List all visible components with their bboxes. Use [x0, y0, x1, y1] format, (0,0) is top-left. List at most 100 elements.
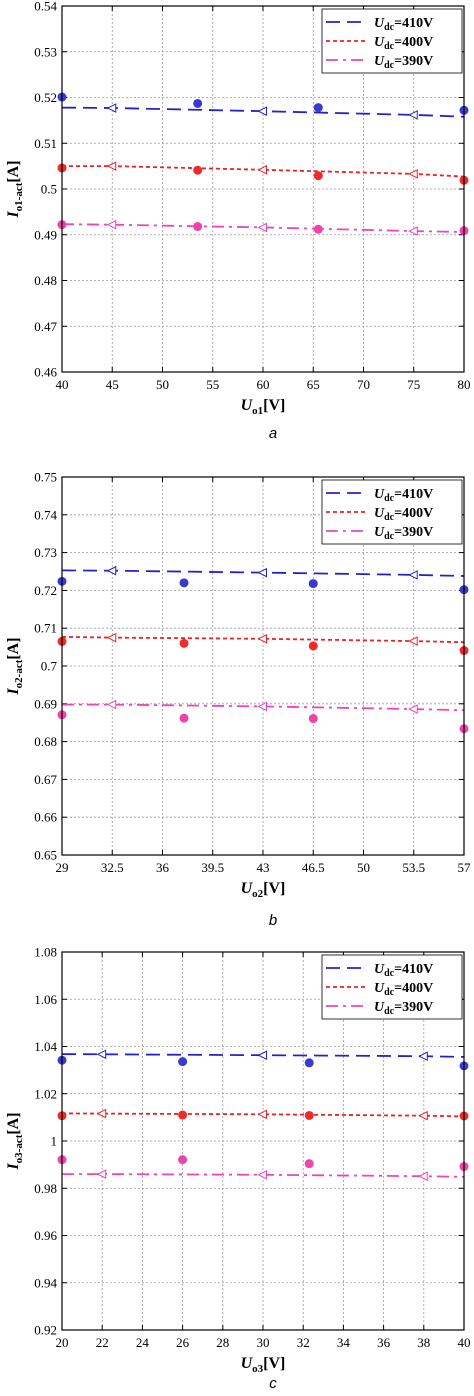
measured-point: [193, 98, 203, 108]
legend-label: Udc=400V: [374, 506, 433, 523]
y-tick-label: 0.65: [34, 848, 57, 863]
series-marker: [408, 169, 418, 179]
x-tick-label: 26: [176, 1335, 190, 1350]
x-tick-label: 34: [337, 1335, 351, 1350]
y-tick-label: 0.73: [34, 545, 57, 560]
legend-box: [321, 954, 463, 1020]
x-axis-symbol: U: [241, 880, 254, 897]
axes-frame: [61, 951, 465, 1331]
legend-symbol: U: [374, 962, 385, 977]
legend-value: =390V: [394, 525, 433, 540]
series-marker: [106, 632, 117, 643]
panel-label: b: [269, 912, 277, 929]
legend-value: =410V: [394, 16, 433, 31]
legend-subscript: dc: [384, 22, 395, 33]
x-axis-symbol: U: [241, 397, 254, 414]
y-tick-label: 0.68: [34, 734, 57, 749]
x-axis-label: Uo1[V]: [241, 397, 286, 417]
legend-symbol: U: [374, 1000, 385, 1015]
axes-frame: [61, 5, 465, 373]
y-tick-label: 0.67: [34, 772, 57, 787]
x-tick-label: 36: [377, 1335, 391, 1350]
series-marker: [96, 1049, 107, 1060]
measured-point: [179, 713, 189, 723]
legend-subscript: dc: [384, 512, 395, 523]
series-marker: [257, 633, 267, 644]
chart-panel-a: 40 45 50 55 60 65 70 75 80 0.46 0.47 0.48 0.49 0.5 0.5…: [5, 0, 471, 442]
measured-point: [178, 1057, 188, 1067]
y-axis-subscript: o3-act: [13, 1134, 25, 1163]
legend-label: Udc=390V: [374, 525, 433, 542]
x-tick-label: 36: [156, 860, 170, 875]
x-tick-label: 46.5: [302, 860, 325, 875]
x-tick-label: 38: [417, 1335, 430, 1350]
y-axis-label: Io3-act[A]: [5, 1112, 25, 1170]
series-marker: [408, 704, 418, 714]
x-axis-subscript: o3: [252, 1363, 264, 1375]
x-tick-label: 24: [136, 1335, 150, 1350]
x-tick-label: 40: [56, 377, 69, 392]
measured-point: [313, 171, 323, 181]
x-tick-label: 57: [458, 860, 472, 875]
measured-point: [304, 1058, 314, 1068]
y-tick-label: 0.46: [34, 365, 57, 380]
x-tick-label: 60: [257, 377, 270, 392]
legend-symbol: U: [374, 981, 385, 996]
legend-symbol: U: [374, 525, 385, 540]
x-tick-label: 30: [257, 1335, 270, 1350]
x-tick-label: 40: [458, 1335, 471, 1350]
y-axis-symbol: I: [5, 1163, 22, 1171]
y-axis-subscript: o1-act: [13, 182, 25, 211]
y-tick-label: 0.92: [34, 1323, 57, 1338]
x-tick-label: 50: [357, 860, 370, 875]
x-axis-unit: [V]: [263, 1355, 285, 1372]
legend-subscript: dc: [384, 968, 395, 979]
x-tick-label: 43: [257, 860, 270, 875]
y-axis-subscript: o2-act: [13, 659, 25, 688]
x-axis-subscript: o1: [252, 405, 263, 417]
y-tick-label: 0.74: [34, 507, 57, 522]
legend-label: Udc=410V: [374, 487, 433, 504]
x-axis-symbol: U: [241, 1355, 254, 1372]
x-axis-label: Uo3[V]: [241, 1355, 286, 1375]
legend-subscript: dc: [384, 987, 395, 998]
y-tick-label: 1.02: [34, 1086, 57, 1101]
series-marker: [106, 161, 117, 171]
series-marker: [408, 636, 418, 646]
measured-point: [179, 578, 189, 588]
x-axis-subscript: o2: [252, 888, 264, 900]
measured-point: [308, 579, 318, 589]
panel-label: a: [269, 425, 277, 442]
y-axis-symbol: I: [5, 211, 22, 219]
x-tick-label: 70: [357, 377, 370, 392]
x-tick-label: 20: [56, 1335, 69, 1350]
measured-point: [304, 1110, 314, 1120]
series-marker: [257, 1109, 267, 1120]
x-tick-label: 32: [297, 1335, 310, 1350]
y-axis-label: Io2-act[A]: [5, 637, 25, 695]
y-tick-label: 0.69: [34, 696, 57, 711]
series-marker: [106, 219, 117, 230]
legend-label: Udc=400V: [374, 35, 433, 52]
legend-symbol: U: [374, 35, 385, 50]
x-tick-label: 50: [156, 377, 169, 392]
y-axis-unit: [A]: [5, 160, 22, 182]
y-tick-label: 1.06: [34, 992, 57, 1007]
legend-value: =400V: [394, 981, 433, 996]
series-marker: [257, 106, 267, 117]
legend-box: [321, 8, 463, 74]
x-tick-label: 32.5: [101, 860, 124, 875]
legend-subscript: dc: [384, 1006, 395, 1017]
x-tick-label: 29: [56, 860, 69, 875]
legend-label: Udc=410V: [374, 962, 433, 979]
legend-symbol: U: [374, 487, 385, 502]
y-tick-label: 0.98: [34, 1181, 57, 1196]
legend-label: Udc=410V: [374, 16, 433, 33]
legend-subscript: dc: [384, 531, 395, 542]
legend-value: =410V: [394, 962, 433, 977]
y-axis-unit: [A]: [5, 637, 22, 659]
series-marker: [257, 701, 267, 712]
